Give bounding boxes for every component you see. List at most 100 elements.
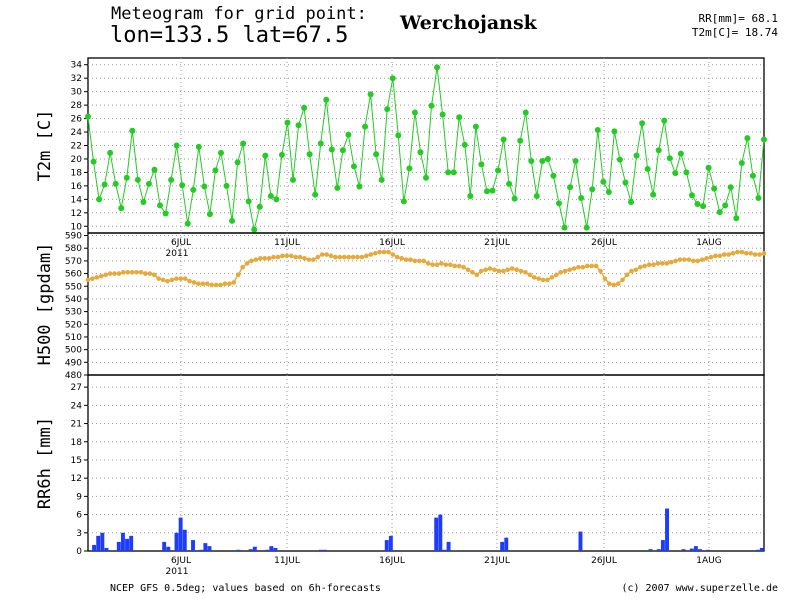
rain-bar bbox=[269, 546, 274, 551]
data-point-t2m bbox=[234, 159, 241, 166]
y-tick-label: 510 bbox=[65, 333, 82, 343]
data-point-h500 bbox=[483, 267, 488, 273]
stat-t2m: T2m[C]= 18.74 bbox=[691, 26, 778, 39]
data-point-h500 bbox=[439, 261, 444, 266]
data-point-t2m bbox=[561, 224, 568, 231]
rain-bar bbox=[322, 549, 327, 551]
data-point-t2m bbox=[262, 152, 269, 159]
rain-bar bbox=[318, 549, 323, 551]
y-tick-label: 550 bbox=[65, 282, 82, 292]
footer-source: NCEP GFS 0.5deg; values based on 6h-fore… bbox=[110, 583, 381, 594]
data-point-t2m bbox=[323, 96, 330, 103]
data-point-h500 bbox=[417, 258, 422, 264]
rain-bar bbox=[248, 549, 253, 551]
data-point-h500 bbox=[258, 256, 263, 261]
data-point-h500 bbox=[748, 250, 754, 256]
data-point-h500 bbox=[249, 258, 254, 264]
data-point-h500 bbox=[735, 249, 740, 255]
data-point-h500 bbox=[174, 276, 179, 281]
data-point-h500 bbox=[209, 282, 215, 288]
data-point-t2m bbox=[373, 151, 380, 158]
data-point-t2m bbox=[583, 224, 590, 231]
data-point-h500 bbox=[443, 262, 449, 267]
y-tick-label: 18 bbox=[71, 438, 83, 448]
data-point-t2m bbox=[439, 111, 446, 118]
data-point-t2m bbox=[716, 209, 723, 216]
data-point-h500 bbox=[562, 268, 568, 274]
data-point-h500 bbox=[536, 276, 541, 281]
data-point-h500 bbox=[377, 249, 382, 255]
data-point-h500 bbox=[311, 257, 316, 262]
data-point-t2m bbox=[589, 186, 596, 193]
data-point-t2m bbox=[195, 143, 202, 150]
data-point-h500 bbox=[425, 261, 431, 266]
data-point-t2m bbox=[594, 127, 601, 134]
data-point-h500 bbox=[324, 252, 329, 257]
data-point-t2m bbox=[129, 127, 136, 134]
x-tick-label: 26JUL bbox=[591, 238, 617, 248]
data-point-t2m bbox=[179, 182, 186, 189]
y-tick-label: 28 bbox=[71, 101, 83, 111]
rain-bar bbox=[706, 549, 711, 551]
data-point-h500 bbox=[178, 276, 184, 281]
data-point-h500 bbox=[187, 278, 192, 284]
x-tick-label: 16JUL bbox=[379, 556, 405, 566]
data-point-t2m bbox=[157, 202, 164, 209]
data-point-t2m bbox=[140, 199, 147, 206]
data-point-h500 bbox=[633, 267, 639, 273]
data-point-t2m bbox=[162, 210, 169, 217]
y-tick-label: 490 bbox=[65, 358, 82, 368]
y-tick-label: 480 bbox=[65, 371, 82, 381]
data-point-h500 bbox=[646, 262, 652, 267]
y-tick-label: 18 bbox=[71, 168, 83, 178]
data-point-h500 bbox=[284, 253, 290, 259]
data-point-h500 bbox=[496, 268, 502, 274]
data-point-t2m bbox=[467, 192, 474, 199]
data-point-h500 bbox=[567, 267, 572, 273]
data-point-t2m bbox=[201, 183, 208, 190]
data-point-h500 bbox=[717, 253, 723, 259]
y-tick-label: 530 bbox=[65, 308, 82, 318]
data-point-t2m bbox=[456, 114, 463, 121]
data-point-h500 bbox=[408, 257, 413, 262]
data-point-t2m bbox=[683, 169, 690, 176]
data-point-t2m bbox=[428, 102, 435, 109]
data-point-h500 bbox=[231, 280, 237, 285]
data-point-h500 bbox=[218, 282, 223, 288]
y-tick-label: 580 bbox=[65, 244, 82, 254]
data-point-h500 bbox=[147, 271, 153, 276]
data-point-h500 bbox=[355, 254, 360, 260]
data-point-h500 bbox=[629, 268, 634, 274]
rain-bar bbox=[500, 541, 505, 551]
y-tick-label: 14 bbox=[71, 195, 83, 205]
rain-bar bbox=[689, 548, 694, 551]
rain-bar bbox=[174, 532, 179, 551]
data-point-t2m bbox=[616, 156, 623, 163]
data-point-h500 bbox=[191, 280, 197, 285]
data-point-t2m bbox=[107, 149, 114, 156]
data-point-t2m bbox=[550, 172, 557, 179]
data-point-h500 bbox=[691, 258, 696, 264]
data-point-t2m bbox=[711, 185, 718, 192]
data-point-h500 bbox=[545, 277, 550, 283]
data-point-h500 bbox=[328, 253, 334, 259]
data-point-h500 bbox=[213, 282, 219, 288]
data-point-t2m bbox=[611, 128, 618, 135]
data-point-h500 bbox=[421, 258, 427, 264]
rain-bar bbox=[759, 547, 764, 551]
data-point-t2m bbox=[284, 119, 291, 126]
data-point-t2m bbox=[533, 192, 540, 199]
rain-bar bbox=[442, 549, 447, 551]
data-point-h500 bbox=[505, 267, 511, 273]
y-tick-label: 22 bbox=[71, 142, 82, 152]
data-point-t2m bbox=[406, 165, 413, 172]
data-point-h500 bbox=[611, 282, 617, 288]
data-point-t2m bbox=[445, 169, 452, 176]
rain-bar bbox=[178, 517, 183, 551]
data-point-h500 bbox=[584, 263, 590, 269]
y-tick-label: 590 bbox=[65, 232, 82, 242]
data-point-h500 bbox=[642, 263, 648, 269]
data-point-t2m bbox=[644, 166, 651, 173]
data-point-h500 bbox=[602, 276, 608, 281]
data-point-t2m bbox=[251, 226, 258, 233]
